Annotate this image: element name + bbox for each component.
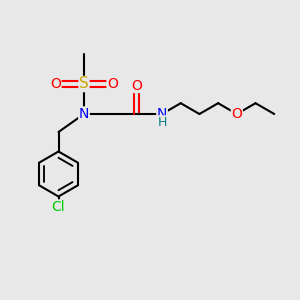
Text: O: O xyxy=(107,77,118,91)
Text: O: O xyxy=(50,77,61,91)
Text: N: N xyxy=(157,107,167,121)
Text: O: O xyxy=(231,107,242,121)
Text: H: H xyxy=(157,116,167,129)
Text: S: S xyxy=(79,76,89,92)
Text: Cl: Cl xyxy=(52,200,65,214)
Text: O: O xyxy=(131,79,142,92)
Text: N: N xyxy=(79,107,89,121)
